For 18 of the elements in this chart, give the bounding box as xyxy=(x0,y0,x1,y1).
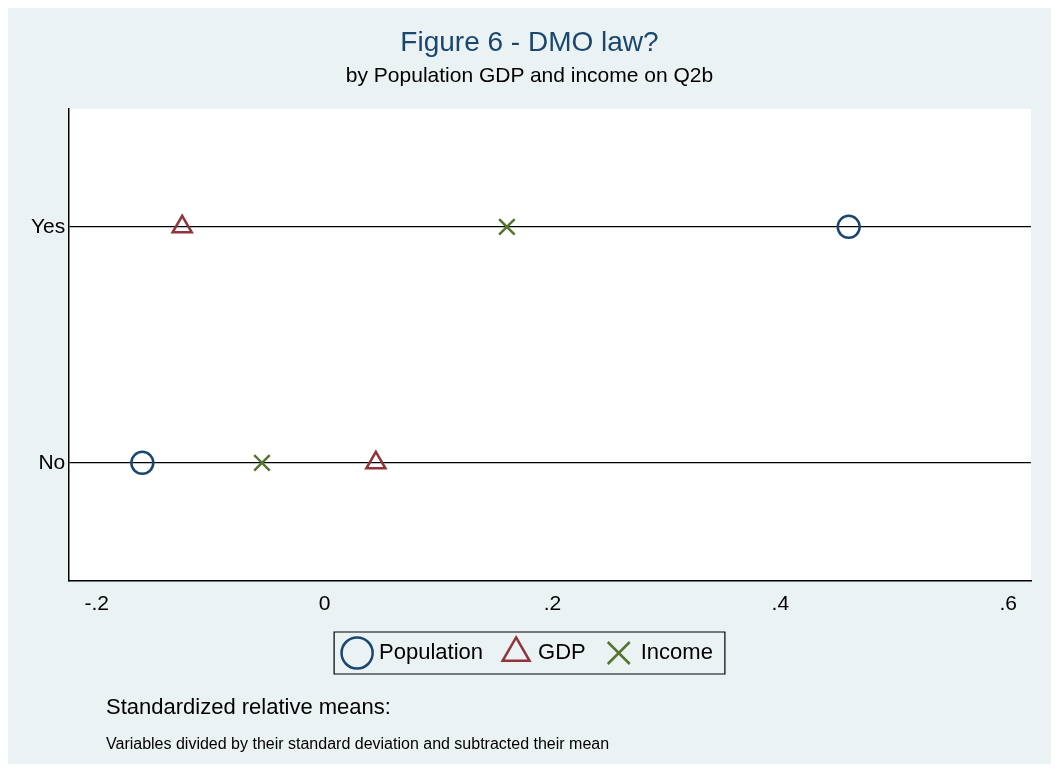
point xyxy=(497,217,516,236)
x-tick-label: .6 xyxy=(999,591,1017,615)
x-tick-label: .2 xyxy=(543,591,562,615)
text: Variables divided by their standard deviation and subtracted their mean xyxy=(106,735,610,752)
text: Standardized relative means: xyxy=(106,694,391,719)
legend-label: Population xyxy=(379,639,484,665)
point xyxy=(130,450,155,476)
legend-label: GDP xyxy=(538,639,586,665)
x-tick-label: 0 xyxy=(318,591,331,615)
x-tick-label: .4 xyxy=(771,591,790,615)
chart-subtitle: by Population GDP and income on Q2b xyxy=(345,63,714,86)
point xyxy=(836,214,861,240)
chart-title: Figure 6 - DMO law? xyxy=(400,25,659,57)
legend-label: Income xyxy=(640,639,713,665)
x-tick-label: -.2 xyxy=(84,591,109,615)
y-tick-label: Yes xyxy=(30,213,66,237)
y-tick-label: No xyxy=(38,449,66,473)
point xyxy=(252,453,271,472)
